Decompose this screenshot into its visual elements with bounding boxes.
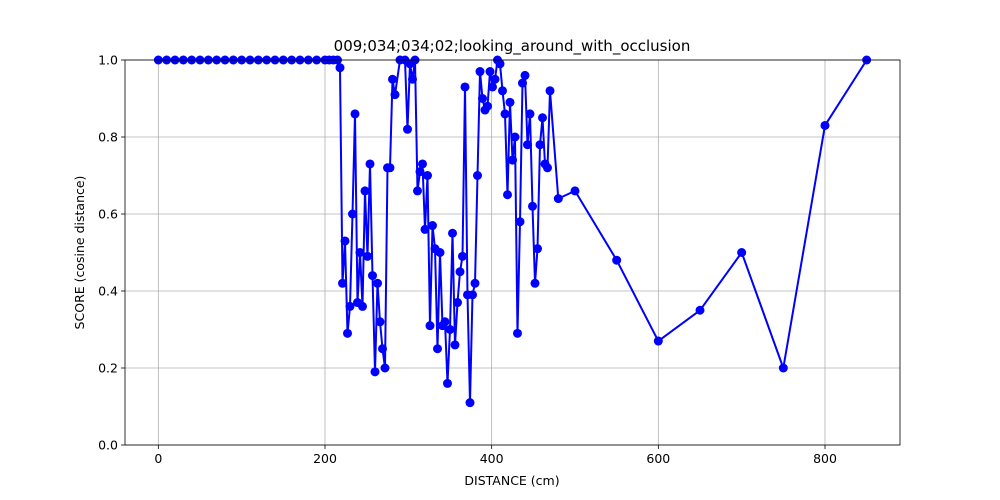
data-point <box>695 305 705 315</box>
data-point <box>420 224 430 234</box>
x-tick-label: 0 <box>154 451 162 466</box>
data-point <box>515 217 525 227</box>
data-point <box>360 186 370 196</box>
data-point <box>528 201 537 211</box>
y-tick-label: 0.6 <box>98 207 118 222</box>
data-point <box>778 363 788 373</box>
data-point <box>505 97 515 107</box>
data-point <box>350 109 360 119</box>
data-point <box>498 86 507 96</box>
data-point <box>478 94 487 103</box>
data-point <box>535 140 545 150</box>
data-point <box>408 74 417 84</box>
y-tick-label: 1.0 <box>98 53 118 68</box>
data-point <box>508 155 517 165</box>
data-point <box>378 344 387 354</box>
data-point <box>737 248 747 257</box>
y-tick-label: 0.8 <box>98 130 118 145</box>
data-point <box>365 159 375 169</box>
data-point <box>340 236 350 246</box>
data-point <box>388 74 397 84</box>
data-point <box>380 363 390 373</box>
grid <box>125 59 900 446</box>
data-point <box>443 378 452 388</box>
data-point <box>370 367 380 377</box>
data-point <box>490 74 500 84</box>
x-tick-label: 800 <box>813 451 837 466</box>
x-tick-label: 600 <box>646 451 670 466</box>
data-point <box>483 101 492 111</box>
data-point <box>538 113 547 123</box>
data-point <box>485 67 495 77</box>
data-point <box>375 317 385 327</box>
y-axis-label: SCORE (cosine distance) <box>72 176 87 330</box>
data-point <box>468 290 477 300</box>
data-point <box>473 171 482 180</box>
data-point <box>530 278 540 288</box>
data-point <box>363 251 372 261</box>
data-point <box>525 109 535 119</box>
data-point <box>510 132 520 142</box>
data-point <box>415 167 425 177</box>
data-point <box>612 255 622 265</box>
data-point <box>520 70 530 80</box>
data-point <box>425 321 435 331</box>
data-point <box>533 244 542 254</box>
data-point <box>495 59 505 69</box>
data-point <box>338 278 347 288</box>
data-point <box>518 78 527 88</box>
axis-ticks: 0 200 400 600 800 0.0 0.2 0.4 0.6 0.8 1.0 <box>98 53 837 467</box>
data-point <box>545 86 555 96</box>
data-point <box>433 344 442 354</box>
data-point <box>358 301 367 311</box>
data-point <box>435 248 445 257</box>
data-point <box>543 163 552 173</box>
data-point <box>448 228 457 238</box>
data-point <box>488 82 497 92</box>
data-point <box>413 186 422 196</box>
y-tick-label: 0.0 <box>98 438 118 453</box>
data-point <box>450 340 460 350</box>
data-point <box>453 298 462 308</box>
chart-title: 009;034;034;02;looking_around_with_occlu… <box>334 37 691 56</box>
x-axis-label: DISTANCE (cm) <box>464 473 559 488</box>
data-point <box>335 63 345 73</box>
data-point <box>820 120 830 130</box>
x-tick-label: 400 <box>480 451 504 466</box>
data-point <box>523 140 532 150</box>
data-point <box>513 328 522 338</box>
data-point <box>570 186 580 196</box>
data-point <box>440 317 450 327</box>
data-point <box>418 159 427 169</box>
data-series <box>153 55 872 408</box>
data-point <box>475 67 485 77</box>
data-point <box>385 163 395 173</box>
data-point <box>355 248 365 257</box>
data-point <box>460 82 470 92</box>
data-point <box>455 267 465 277</box>
data-point <box>465 398 475 408</box>
data-point <box>653 336 663 346</box>
data-point <box>348 209 357 219</box>
data-point <box>503 190 512 200</box>
data-point <box>428 221 437 231</box>
plot-frame <box>124 59 901 446</box>
x-tick-label: 200 <box>313 451 337 466</box>
y-tick-label: 0.2 <box>98 361 118 376</box>
data-point <box>390 90 400 100</box>
series-line <box>158 59 868 404</box>
data-point <box>553 194 563 204</box>
data-point <box>373 278 382 288</box>
data-point <box>403 124 412 134</box>
data-point <box>500 109 510 119</box>
data-point <box>343 328 352 338</box>
data-point <box>470 278 480 288</box>
data-point <box>345 301 355 311</box>
data-point <box>445 325 455 334</box>
data-point <box>423 171 432 180</box>
data-point <box>368 271 377 281</box>
data-point <box>458 251 467 261</box>
y-tick-label: 0.4 <box>98 284 118 299</box>
